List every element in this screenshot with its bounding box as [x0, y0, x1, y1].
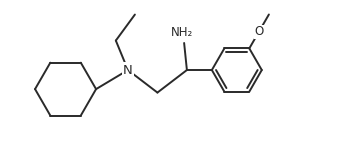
Text: N: N	[123, 64, 133, 77]
Text: NH₂: NH₂	[170, 26, 193, 39]
Text: O: O	[254, 25, 263, 38]
